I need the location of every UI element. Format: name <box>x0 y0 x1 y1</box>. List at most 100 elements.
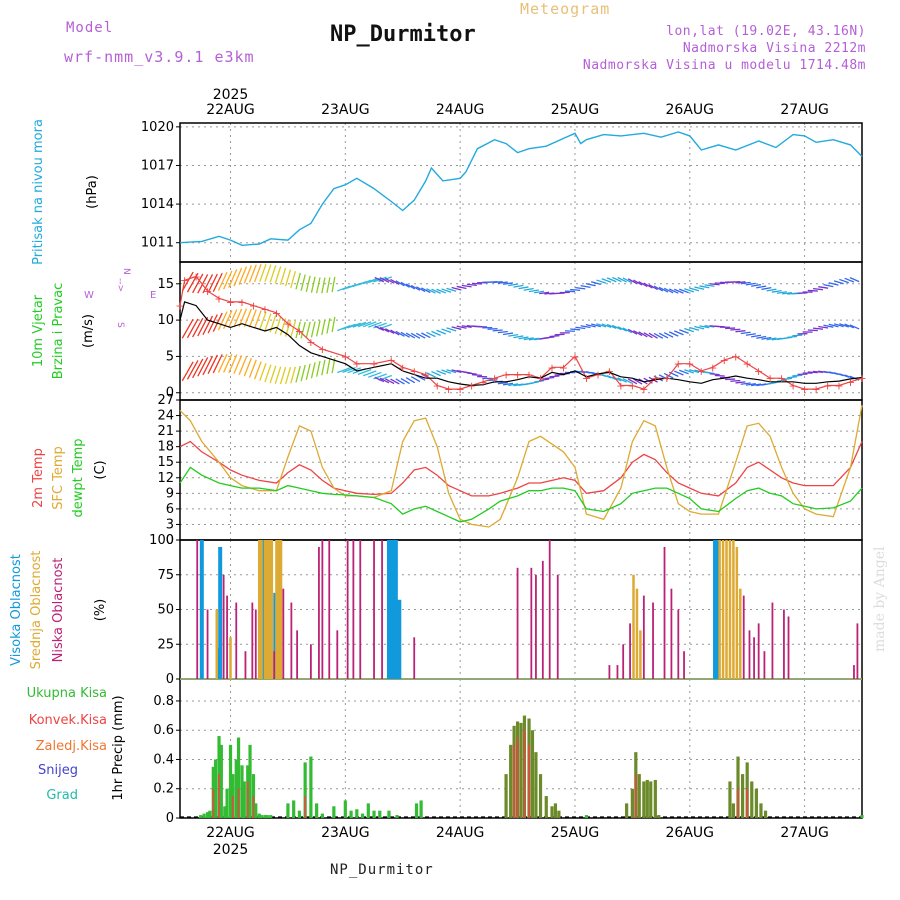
precip-total-bar <box>254 803 258 818</box>
cloud-bar-1 <box>266 540 269 679</box>
wind-barb <box>446 327 457 332</box>
wind-gust-point: + <box>214 292 223 305</box>
wind-barb <box>368 321 382 328</box>
cloud-ylabel: (%) <box>93 599 108 622</box>
temp-line-2 <box>179 466 863 523</box>
wind-gust-point: + <box>501 369 510 382</box>
wind-barb <box>416 332 426 339</box>
precip-total-bar <box>303 762 307 818</box>
wind-gust-point: + <box>467 379 476 392</box>
wind-barb <box>704 371 715 375</box>
cloud-bar-1 <box>260 540 263 679</box>
wind-barb <box>212 354 223 374</box>
wind-barb <box>410 376 421 383</box>
wind-barb <box>617 276 627 283</box>
compass-east: E <box>150 290 156 301</box>
precip-total-bar <box>728 781 732 818</box>
wind-barb <box>390 278 400 285</box>
precip-total-bar <box>544 796 548 818</box>
cloud-bar-2 <box>787 616 790 679</box>
wind-barb <box>699 285 710 289</box>
wind-gust-point: + <box>811 383 820 396</box>
cloud-bar-2 <box>359 540 362 679</box>
wind-gust-point: + <box>766 372 775 385</box>
model-label: Model <box>66 20 114 36</box>
wind-barb <box>300 321 306 339</box>
wind-barb <box>502 332 514 336</box>
wind-gust-point: + <box>754 365 763 378</box>
precip-total-bar <box>366 803 370 818</box>
wind-barb <box>674 370 684 376</box>
x-axis-bottom: 22AUG 23AUG 24AUG 25AUG 26AUG 27AUG 2025 <box>206 825 829 858</box>
wind-gust-point: + <box>175 300 184 313</box>
wind-barb <box>451 326 462 331</box>
wind-barb <box>633 378 643 385</box>
wind-barb <box>684 327 695 333</box>
wind-gust-point: + <box>203 285 212 298</box>
precip-total-bar <box>332 806 336 818</box>
wind-barb <box>539 291 550 295</box>
wind-barb <box>766 288 777 292</box>
cloud-bar-2 <box>642 595 645 679</box>
cloud-bar-0 <box>397 599 402 679</box>
wind-barb <box>679 288 689 294</box>
cloud-bar-1 <box>277 540 280 679</box>
wind-barb <box>528 337 539 341</box>
wind-barb <box>181 318 194 339</box>
cloud-bar-1 <box>279 540 283 679</box>
cloud-bar-2 <box>853 665 855 679</box>
wind-gust-point: + <box>536 372 545 385</box>
wind-barb <box>269 265 277 283</box>
pressure-line <box>179 131 863 247</box>
precip-total-bar <box>642 781 646 818</box>
wind-barb <box>544 336 555 339</box>
cloud-bar-2 <box>677 609 680 679</box>
wind-barb <box>436 329 447 335</box>
wind-gust-point: + <box>823 379 832 392</box>
precip-conv-bar <box>231 796 234 818</box>
wind-barb <box>497 381 508 385</box>
wind-gust-point: + <box>559 361 568 374</box>
wind-barb <box>212 272 223 293</box>
precip-total-bar <box>248 744 252 818</box>
wind-barb <box>461 325 472 328</box>
pressure-frame <box>179 122 863 263</box>
cloud-bar-1 <box>257 540 261 679</box>
cloud-bar-2 <box>196 540 199 679</box>
wind-barb <box>400 281 410 288</box>
cloud-bar-1 <box>635 588 639 679</box>
wind-barb <box>379 377 390 384</box>
precip-total-bar <box>750 781 754 818</box>
wind-barb <box>456 325 467 329</box>
y-tick-label: 0 <box>166 672 174 687</box>
wind-gust-point: + <box>456 383 465 396</box>
wind-gust-point: + <box>605 365 614 378</box>
wind-gust-line <box>179 275 863 390</box>
precip-total-bar <box>625 803 629 818</box>
wind-barb <box>523 287 534 291</box>
wind-barb <box>761 287 772 291</box>
cloud-bar-2 <box>652 602 654 679</box>
precip-legend-3: Snijeg <box>38 763 78 778</box>
precip-legend-2: Zaledj.Kisa <box>36 739 107 754</box>
cloud-bar-2 <box>251 602 254 679</box>
precip-total-bar <box>265 815 269 818</box>
wind-barb <box>197 316 209 337</box>
wind-barb <box>679 329 689 334</box>
precip-conv-bar <box>634 774 637 818</box>
wind-barb <box>580 325 591 329</box>
wind-barb <box>590 323 601 328</box>
wind-gust-point: + <box>800 383 809 396</box>
cloud-bar-1 <box>732 540 735 679</box>
wind-barb <box>668 331 679 337</box>
wind-barb <box>238 356 248 375</box>
wind-barb <box>787 376 798 379</box>
wind-barb <box>833 280 844 285</box>
wind-barb <box>347 367 362 374</box>
cloud-bar-0 <box>390 540 395 679</box>
wind-barb <box>368 371 382 378</box>
cloud-bar-0 <box>218 546 223 679</box>
x-tick-label-top: 24AUG <box>436 102 485 118</box>
compass-north: N <box>121 268 131 275</box>
wind-gust-point: + <box>237 296 246 309</box>
